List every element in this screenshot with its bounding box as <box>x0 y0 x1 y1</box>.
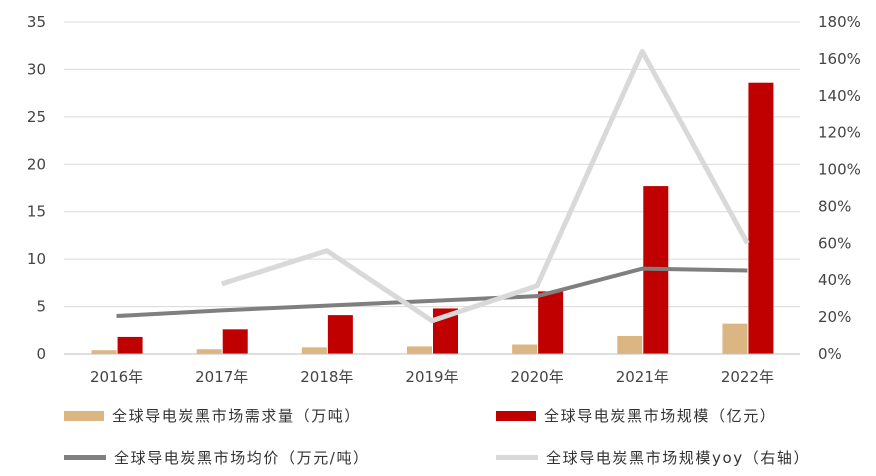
bar-demand <box>301 347 327 354</box>
y-tick-label: 35 <box>27 13 46 31</box>
bar-demand <box>617 335 643 354</box>
y2-tick-label: 60% <box>818 234 851 252</box>
bar-market-size <box>222 329 248 354</box>
x-tick-label: 2020年 <box>511 368 564 386</box>
bar-market-size <box>117 336 143 354</box>
x-tick-label: 2021年 <box>616 368 669 386</box>
bars <box>91 82 774 355</box>
x-axis: 2016年 2017年 2018年 2019年 2020年 2021年 2022年 <box>64 353 800 386</box>
line-yoy <box>220 49 750 324</box>
y2-tick-label: 120% <box>818 124 861 142</box>
y-tick-label: 15 <box>27 203 46 221</box>
bar-demand <box>512 344 538 354</box>
x-tick-label: 2017年 <box>195 368 248 386</box>
y-tick-label: 30 <box>27 60 46 78</box>
y-axis-left: 0 5 10 15 20 25 30 35 <box>27 13 46 363</box>
x-tick-label: 2019年 <box>405 368 458 386</box>
bar-market-size <box>327 315 353 354</box>
y2-tick-label: 80% <box>818 197 851 215</box>
bar-demand <box>91 350 117 354</box>
y-tick-label: 0 <box>36 345 46 363</box>
bar-demand <box>407 346 432 354</box>
y2-tick-label: 40% <box>818 271 851 289</box>
y2-tick-label: 20% <box>818 308 851 326</box>
gridlines <box>64 21 800 308</box>
y2-tick-label: 0% <box>818 345 842 363</box>
y-tick-label: 20 <box>27 155 46 173</box>
y2-tick-label: 100% <box>818 161 861 179</box>
y-tick-label: 10 <box>27 250 46 268</box>
x-tick-label: 2018年 <box>300 368 353 386</box>
y-axis-right: 0% 20% 40% 60% 80% 100% 120% 140% 160% 180% <box>818 13 861 363</box>
y-tick-label: 5 <box>36 298 46 316</box>
bar-demand <box>196 349 222 354</box>
x-tick-label: 2022年 <box>721 368 774 386</box>
x-tick-label: 2016年 <box>90 368 143 386</box>
y-tick-label: 25 <box>27 108 46 126</box>
line-avg-price <box>116 266 748 319</box>
series-lines <box>116 49 750 324</box>
y2-tick-label: 180% <box>818 13 861 31</box>
bar-market-size <box>748 82 774 355</box>
y2-tick-label: 160% <box>818 50 861 68</box>
bar-market-size <box>538 291 564 354</box>
y2-tick-label: 140% <box>818 87 861 105</box>
bar-demand <box>722 323 748 354</box>
